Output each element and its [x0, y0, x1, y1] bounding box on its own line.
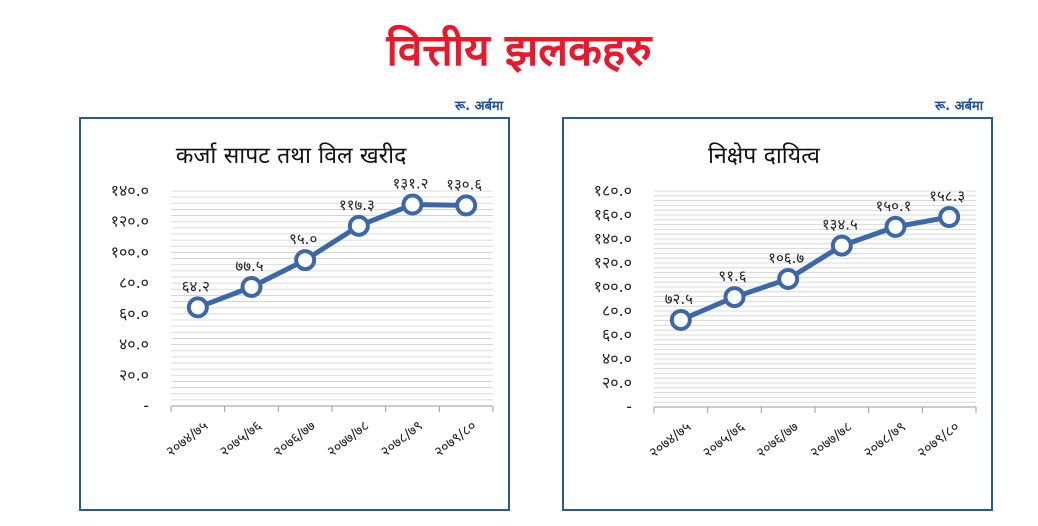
x-tick-label: २०७९/८०	[432, 418, 480, 460]
y-tick-label: ६०.०	[119, 304, 149, 323]
data-label: ९५.०	[289, 230, 317, 248]
x-tick-label: २०७५/७६	[700, 419, 748, 461]
data-label: १५०.१	[876, 197, 912, 215]
y-tick-label: १४०.०	[594, 229, 632, 248]
data-point	[294, 249, 317, 272]
x-tick-label: २०७५/७६	[217, 418, 265, 460]
x-tick-label: २०७६/७७	[754, 419, 802, 461]
data-label: १०६.७	[768, 249, 804, 267]
loans-chart-svg: कर्जा सापट तथा विल खरीद - २०.० ४०.० ६०.० ८०.०…	[111, 142, 494, 460]
y-tick-label: १००.०	[594, 277, 632, 296]
data-point	[777, 267, 800, 290]
y-tick-label: ८०.०	[602, 301, 632, 320]
data-point	[723, 286, 746, 309]
y-tick-label: १२०.०	[594, 253, 632, 272]
unit-label-loans: रू. अर्बमा	[455, 99, 504, 114]
x-tick-label: २०७७/७८	[324, 418, 372, 460]
x-tick-label: २०७४/७५	[646, 419, 694, 461]
data-point	[830, 234, 853, 257]
y-tick-label: ६०.०	[602, 325, 632, 344]
y-tick-label: १४०.०	[111, 181, 149, 200]
y-tick-label: -	[626, 397, 632, 416]
data-point	[186, 296, 209, 319]
data-label: १३४.५	[822, 216, 858, 234]
data-point	[455, 194, 478, 217]
y-tick-label: १००.०	[111, 242, 149, 261]
series-line	[195, 202, 469, 310]
data-label: ११७.३	[339, 196, 375, 214]
data-label: १५८.३	[929, 187, 965, 205]
data-label: १३०.६	[446, 175, 482, 193]
data-point	[884, 215, 907, 238]
data-point	[240, 275, 263, 298]
data-label: ६४.२	[182, 277, 210, 295]
data-point	[401, 193, 424, 216]
y-tick-label: ८०.०	[119, 273, 149, 292]
data-label: १३१.२	[393, 175, 429, 193]
page-title: वित्तीय झलकहरु	[386, 25, 652, 76]
chart-panel-deposits: निक्षेप दायित्व - २०.० ४०.० ६०.० ८०.० १००.० १२०…	[562, 117, 993, 511]
y-tick-label: ४०.०	[119, 335, 149, 354]
x-tick-label: २०७६/७७	[271, 418, 319, 460]
x-tick-label: २०७७/७८	[807, 419, 855, 461]
x-tick-label: २०७८/७९	[861, 419, 909, 461]
data-label: ७२.५	[665, 290, 693, 308]
y-tick-label: -	[143, 396, 149, 415]
deposits-chart-svg: निक्षेप दायित्व - २०.० ४०.० ६०.० ८०.० १००.० १२०…	[594, 142, 977, 461]
chart-title: कर्जा सापट तथा विल खरीद	[176, 142, 407, 169]
y-tick-label: २०.०	[602, 373, 632, 392]
x-tick-label: २०७४/७५	[163, 418, 211, 460]
data-point	[938, 206, 961, 229]
data-label: ७७.५	[235, 257, 263, 275]
chart-panel-loans: कर्जा सापट तथा विल खरीद - २०.० ४०.० ६०.० ८०.०…	[79, 117, 510, 511]
y-tick-label: २०.०	[119, 365, 149, 384]
y-tick-label: ४०.०	[602, 349, 632, 368]
data-label: ९१.६	[718, 267, 746, 285]
data-point	[669, 309, 692, 331]
x-tick-label: २०७९/८०	[915, 419, 963, 461]
unit-label-deposits: रू. अर्बमा	[935, 99, 984, 114]
y-tick-label: १२०.०	[111, 212, 149, 231]
y-tick-label: १८०.०	[594, 181, 632, 200]
data-point	[347, 214, 370, 237]
y-tick-label: १६०.०	[594, 205, 632, 224]
x-tick-label: २०७८/७९	[378, 418, 426, 460]
chart-title: निक्षेप दायित्व	[708, 142, 821, 169]
